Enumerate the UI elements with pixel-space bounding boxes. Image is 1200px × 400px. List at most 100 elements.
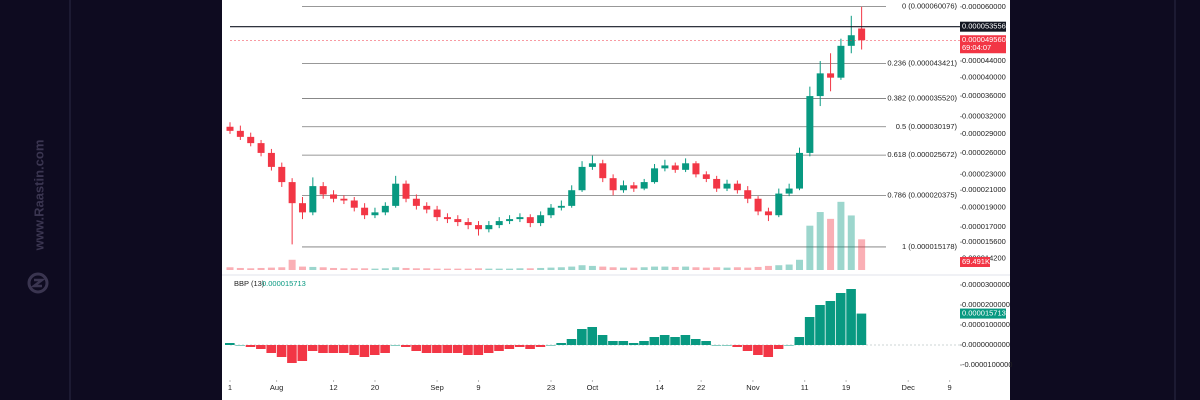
- volume-label-box: [960, 257, 990, 267]
- y-tick-label: 0.000017000: [962, 222, 1006, 231]
- fib-label: 1 (0.000015178): [902, 242, 958, 251]
- bbp-bar: [380, 345, 390, 353]
- volume-bar: [619, 267, 627, 270]
- volume-bar: [226, 267, 234, 270]
- candle-body: [350, 200, 358, 208]
- current-price-label: 0.000049560: [962, 35, 1006, 44]
- candle-body: [692, 163, 700, 175]
- current-price-box: [960, 35, 1006, 54]
- volume-bar: [754, 266, 762, 270]
- bbp-bar: [390, 345, 401, 346]
- candle-body: [257, 143, 265, 153]
- bbp-bar: [411, 345, 421, 351]
- bbp-bar: [577, 329, 587, 345]
- bbp-bar: [784, 345, 794, 346]
- volume-bar: [506, 268, 514, 270]
- watermark: www.Raastin.com: [31, 140, 46, 252]
- bbp-bar: [773, 345, 784, 349]
- y-tick-label: 0.000029000: [962, 129, 1006, 138]
- x-tick-label: 22: [697, 383, 705, 392]
- volume-bar: [640, 267, 648, 270]
- y-tick-label: 0.000040000: [962, 73, 1006, 82]
- volume-bar: [454, 268, 462, 270]
- volume-bar: [381, 268, 389, 270]
- bbp-last-label: 0.000015713: [962, 309, 1006, 318]
- volume-bar: [847, 215, 855, 270]
- candle-body: [827, 73, 835, 78]
- candle-body: [526, 217, 534, 224]
- candle-body: [267, 152, 275, 167]
- bbp-bar: [297, 345, 308, 361]
- bbp-bar: [442, 345, 453, 353]
- volume-bar: [547, 267, 555, 270]
- volume-bar: [330, 267, 338, 270]
- volume-bar: [412, 268, 420, 270]
- candle-body: [816, 73, 824, 97]
- candle-body: [340, 198, 348, 201]
- bbp-bar: [504, 345, 515, 349]
- x-tick-label: Oct: [587, 383, 600, 392]
- bbp-bar: [245, 345, 256, 347]
- candle-body: [485, 225, 493, 230]
- candle-body: [796, 152, 804, 189]
- volume-bar: [557, 267, 565, 270]
- bbp-bar: [463, 345, 473, 355]
- bbp-bar: [670, 337, 680, 345]
- volume-bar: [267, 267, 275, 270]
- candle-body: [392, 183, 400, 206]
- x-tick-label: Dec: [902, 383, 916, 392]
- bbp-bar: [804, 317, 815, 345]
- bbp-bar: [639, 341, 649, 345]
- volume-bar: [858, 239, 866, 270]
- candle-body: [236, 130, 244, 137]
- volume-bar: [340, 268, 348, 270]
- y-tick-label: 0.0000100000: [962, 320, 1010, 329]
- volume-bar: [609, 267, 617, 270]
- x-tick-label: Aug: [270, 383, 283, 392]
- bbp-bar: [525, 345, 535, 349]
- volume-bar: [464, 268, 472, 270]
- volume-bar: [837, 201, 845, 270]
- candle-body: [433, 209, 441, 218]
- volume-bar: [361, 268, 369, 270]
- bbp-bar: [628, 343, 639, 345]
- bbp-bar: [225, 343, 235, 345]
- volume-bar: [485, 268, 493, 270]
- candle-body: [475, 225, 483, 230]
- y-tick-label: 0.000032000: [962, 112, 1006, 121]
- candle-body: [226, 126, 234, 131]
- x-tick-label: 20: [371, 383, 379, 392]
- candle-body: [713, 178, 721, 189]
- volume-bar: [443, 268, 451, 270]
- candle-body: [506, 219, 514, 222]
- volume-bar: [588, 265, 596, 270]
- y-tick-label: 0.0000200000: [962, 300, 1010, 309]
- candle-body: [702, 174, 710, 179]
- fib-label: 0 (0.000060076): [902, 2, 958, 11]
- y-tick-label: 0.000044000: [962, 56, 1006, 65]
- volume-bar: [350, 268, 358, 270]
- candle-body: [806, 96, 814, 153]
- fib-label: 0.5 (0.000030197): [896, 122, 958, 131]
- bbp-bar: [514, 345, 525, 347]
- x-tick-label: 1: [228, 383, 232, 392]
- volume-bar: [526, 268, 534, 270]
- bbp-bar: [566, 339, 577, 345]
- candle-body: [443, 217, 451, 220]
- bbp-last-box: [960, 308, 1006, 319]
- candle-body: [651, 168, 659, 183]
- volume-bar: [402, 267, 410, 270]
- volume-bar: [764, 265, 772, 270]
- volume-bar: [713, 267, 721, 270]
- candle-body: [764, 211, 772, 216]
- y-tick-label: 0.000036000: [962, 91, 1006, 100]
- volume-bar: [578, 265, 586, 270]
- x-tick-label: 9: [948, 383, 952, 392]
- candle-body: [671, 165, 679, 170]
- bbp-bar: [287, 345, 297, 363]
- candle-body: [609, 178, 617, 191]
- candle-body: [661, 165, 669, 169]
- bbp-bar: [235, 345, 245, 346]
- last-price-label: 0.000053556: [962, 22, 1006, 31]
- x-tick-label: 23: [547, 383, 555, 392]
